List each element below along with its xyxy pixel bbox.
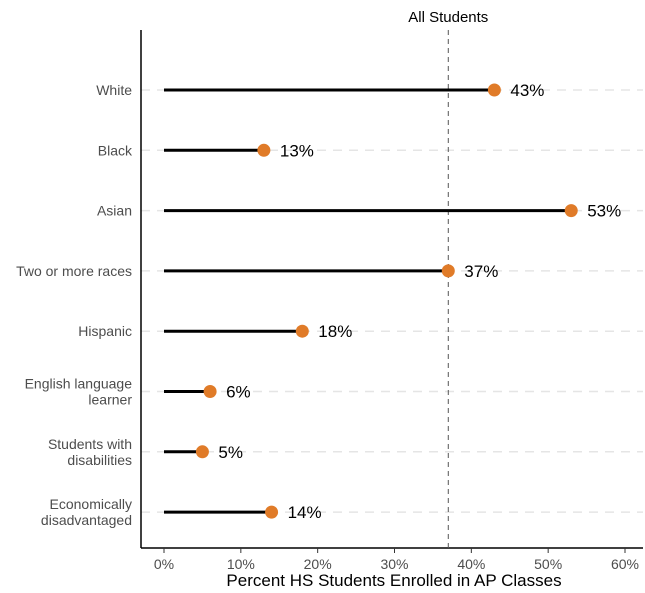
data-label: 5% — [218, 443, 243, 462]
mark-layer: 43% 13% 53% 37% 18% 6% 5% 14% — [164, 81, 621, 522]
x-axis-title: Percent HS Students Enrolled in AP Class… — [226, 571, 561, 590]
category-label: Two or more races — [16, 263, 132, 279]
data-label: 18% — [318, 322, 352, 341]
category-label-layer: White Black Asian Two or more races Hispanic… — [16, 82, 133, 528]
x-tick-label: 30% — [380, 556, 408, 572]
category-label: White — [96, 82, 132, 98]
category-label: Black — [98, 142, 133, 158]
data-label: 6% — [226, 383, 251, 402]
lollipop-point — [295, 324, 309, 338]
x-tick-layer: 0% 10% 20% 30% 40% 50% 60% — [154, 548, 639, 572]
x-tick-label: 50% — [534, 556, 562, 572]
grid-layer — [141, 89, 643, 513]
category-label: Asian — [97, 203, 132, 219]
data-label: 37% — [464, 262, 498, 281]
x-tick-label: 40% — [457, 556, 485, 572]
category-label: Hispanic — [78, 323, 132, 339]
lollipop-point — [564, 204, 578, 218]
reference-layer: All Students — [408, 9, 488, 548]
x-tick-label: 10% — [227, 556, 255, 572]
category-label: English language learner — [25, 376, 133, 408]
category-label: Economically disadvantaged — [41, 496, 132, 528]
data-label: 14% — [288, 503, 322, 522]
lollipop-point — [487, 83, 501, 97]
reference-line-label: All Students — [408, 9, 488, 26]
lollipop-point — [265, 505, 279, 519]
lollipop-point — [441, 264, 455, 278]
lollipop-point — [195, 445, 209, 459]
data-label: 13% — [280, 141, 314, 160]
x-tick-label: 0% — [154, 556, 174, 572]
x-tick-label: 20% — [304, 556, 332, 572]
category-label: Students with disabilities — [48, 436, 132, 468]
data-label: 53% — [587, 202, 621, 221]
x-tick-label: 60% — [611, 556, 639, 572]
data-label: 43% — [510, 81, 544, 100]
lollipop-point — [203, 385, 217, 398]
lollipop-point — [257, 143, 271, 157]
